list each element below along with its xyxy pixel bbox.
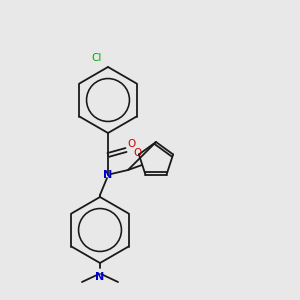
Text: N: N bbox=[103, 170, 112, 180]
Text: N: N bbox=[95, 272, 105, 282]
Text: O: O bbox=[134, 148, 142, 158]
Text: O: O bbox=[127, 139, 135, 149]
Text: Cl: Cl bbox=[92, 53, 102, 63]
